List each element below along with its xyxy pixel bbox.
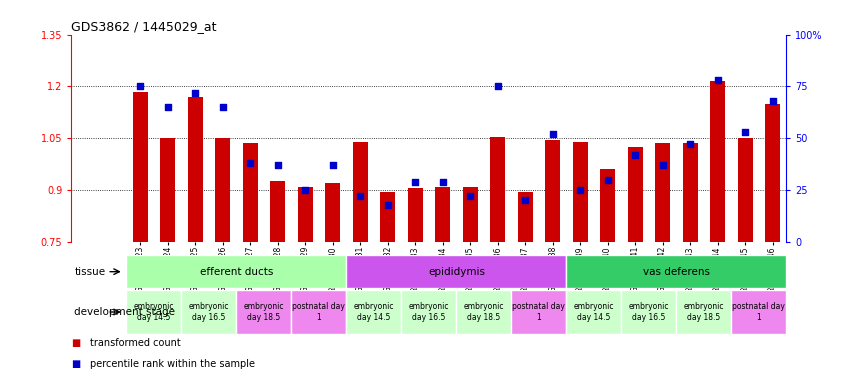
Point [463, 193, 477, 199]
Point [546, 131, 559, 137]
Text: postnatal day
1: postnatal day 1 [512, 302, 565, 322]
Text: embryonic
day 18.5: embryonic day 18.5 [463, 302, 504, 322]
Text: GDS3862 / 1445029_at: GDS3862 / 1445029_at [71, 20, 217, 33]
Point [738, 129, 752, 135]
Point [271, 162, 284, 168]
Point [188, 89, 202, 96]
Text: vas deferens: vas deferens [643, 266, 710, 277]
Bar [126, 290, 182, 334]
Text: embryonic
day 16.5: embryonic day 16.5 [188, 302, 230, 322]
Bar [346, 255, 566, 288]
Point [684, 141, 697, 147]
Text: epididymis: epididymis [428, 266, 485, 277]
Text: embryonic
day 14.5: embryonic day 14.5 [574, 302, 614, 322]
Text: ■: ■ [71, 359, 81, 369]
Bar [463, 187, 478, 242]
Point [656, 162, 669, 168]
Bar [621, 290, 676, 334]
Bar [292, 290, 346, 334]
Bar [490, 137, 505, 242]
Point [161, 104, 174, 110]
Point [574, 187, 587, 193]
Bar [270, 182, 285, 242]
Point [216, 104, 230, 110]
Bar [566, 290, 621, 334]
Text: percentile rank within the sample: percentile rank within the sample [90, 359, 255, 369]
Point [491, 83, 505, 89]
Point [409, 179, 422, 185]
Text: postnatal day
1: postnatal day 1 [733, 302, 785, 322]
Bar [545, 140, 560, 242]
Bar [573, 142, 588, 242]
Bar [435, 187, 450, 242]
Text: transformed count: transformed count [90, 338, 181, 348]
Text: embryonic
day 14.5: embryonic day 14.5 [134, 302, 174, 322]
Text: embryonic
day 18.5: embryonic day 18.5 [244, 302, 284, 322]
Bar [182, 290, 236, 334]
Bar [133, 92, 148, 242]
Bar [732, 290, 786, 334]
Bar [566, 255, 786, 288]
Point [711, 77, 724, 83]
Bar [188, 97, 203, 242]
Bar [352, 142, 368, 242]
Bar [600, 169, 615, 242]
Bar [710, 81, 725, 242]
Point [326, 162, 340, 168]
Text: postnatal day
1: postnatal day 1 [293, 302, 346, 322]
Bar [243, 144, 257, 242]
Point [518, 197, 532, 204]
Bar [765, 104, 780, 242]
Text: tissue: tissue [74, 266, 105, 277]
Point [134, 83, 147, 89]
Point [353, 193, 367, 199]
Bar [126, 255, 346, 288]
Bar [236, 290, 292, 334]
Text: embryonic
day 18.5: embryonic day 18.5 [684, 302, 724, 322]
Point [436, 179, 449, 185]
Point [766, 98, 780, 104]
Bar [517, 192, 532, 242]
Bar [380, 192, 395, 242]
Bar [408, 189, 423, 242]
Bar [325, 183, 341, 242]
Bar [298, 187, 313, 242]
Bar [457, 290, 511, 334]
Text: embryonic
day 16.5: embryonic day 16.5 [628, 302, 669, 322]
Bar [401, 290, 457, 334]
Bar [215, 138, 230, 242]
Bar [627, 147, 643, 242]
Text: embryonic
day 16.5: embryonic day 16.5 [409, 302, 449, 322]
Bar [160, 138, 175, 242]
Text: efferent ducts: efferent ducts [200, 266, 273, 277]
Text: embryonic
day 14.5: embryonic day 14.5 [354, 302, 394, 322]
Bar [346, 290, 401, 334]
Text: ■: ■ [71, 338, 81, 348]
Bar [683, 144, 698, 242]
Point [299, 187, 312, 193]
Point [244, 160, 257, 166]
Bar [676, 290, 732, 334]
Point [381, 202, 394, 208]
Bar [511, 290, 566, 334]
Point [628, 152, 642, 158]
Point [600, 177, 614, 183]
Bar [738, 138, 753, 242]
Bar [655, 144, 670, 242]
Text: development stage: development stage [74, 307, 175, 317]
